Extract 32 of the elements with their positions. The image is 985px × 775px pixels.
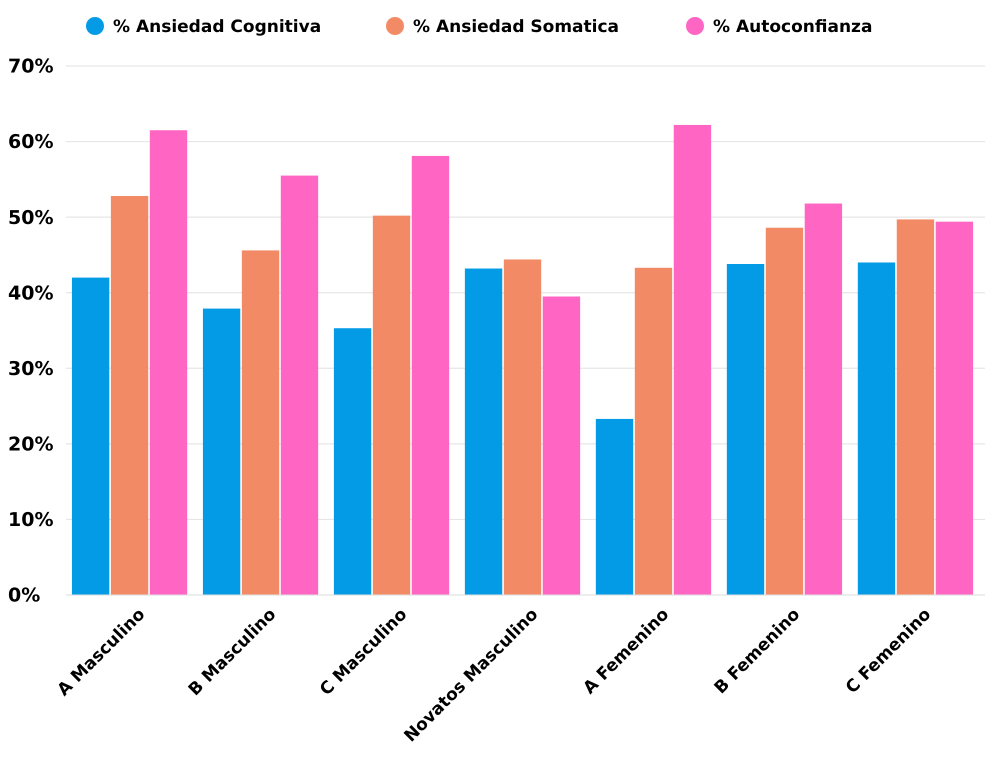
- bar: [542, 296, 580, 595]
- bar: [596, 418, 634, 595]
- y-tick-label: 60%: [8, 131, 54, 154]
- bar: [412, 156, 450, 595]
- y-tick-label: 40%: [8, 282, 54, 304]
- y-tick-label: 0%: [8, 584, 40, 607]
- bar: [202, 308, 240, 595]
- bar: [280, 176, 318, 595]
- bar: [674, 124, 712, 595]
- bar: [766, 228, 804, 595]
- y-tick-label: 70%: [8, 56, 54, 78]
- bar: [726, 264, 764, 595]
- bar: [150, 130, 188, 595]
- bar: [936, 222, 974, 595]
- bar: [804, 204, 842, 595]
- y-tick-label: 10%: [8, 509, 54, 532]
- bar: [110, 196, 148, 595]
- bar: [896, 219, 934, 595]
- bar: [372, 216, 410, 595]
- bar: [242, 250, 280, 595]
- bar: [334, 328, 372, 595]
- legend-label: % Ansiedad Somatica: [413, 16, 620, 37]
- legend-label: % Autoconfianza: [713, 16, 872, 37]
- bar: [72, 278, 110, 595]
- legend-label: % Ansiedad Cognitiva: [113, 16, 322, 37]
- bar: [634, 268, 672, 595]
- bar: [858, 262, 896, 595]
- y-tick-label: 20%: [8, 434, 54, 456]
- bar: [504, 259, 542, 595]
- bar: [464, 268, 502, 595]
- y-tick-label: 30%: [8, 358, 54, 380]
- y-tick-label: 50%: [8, 206, 54, 229]
